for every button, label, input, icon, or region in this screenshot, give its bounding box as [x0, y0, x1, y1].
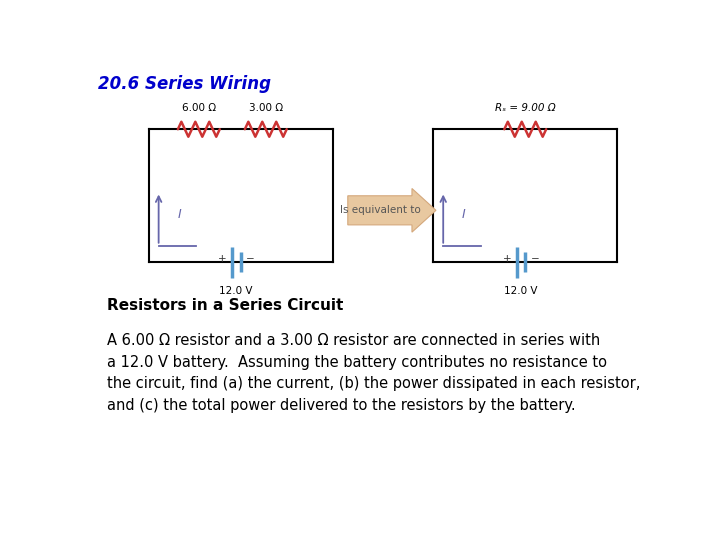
- Text: −: −: [531, 254, 539, 264]
- Text: −: −: [246, 254, 255, 264]
- Text: 3.00 Ω: 3.00 Ω: [248, 104, 283, 113]
- Text: I: I: [462, 208, 466, 221]
- Text: Resistors in a Series Circuit: Resistors in a Series Circuit: [107, 298, 343, 313]
- Text: Rₛ = 9.00 Ω: Rₛ = 9.00 Ω: [495, 104, 556, 113]
- Polygon shape: [348, 188, 436, 232]
- Text: 20.6 Series Wiring: 20.6 Series Wiring: [99, 75, 271, 93]
- Text: A 6.00 Ω resistor and a 3.00 Ω resistor are connected in series with
a 12.0 V ba: A 6.00 Ω resistor and a 3.00 Ω resistor …: [107, 333, 640, 413]
- Text: I: I: [177, 208, 181, 221]
- Text: 12.0 V: 12.0 V: [220, 286, 253, 296]
- Text: +: +: [218, 254, 227, 264]
- Text: +: +: [503, 254, 511, 264]
- Text: 6.00 Ω: 6.00 Ω: [181, 104, 216, 113]
- Text: Is equivalent to: Is equivalent to: [340, 205, 420, 215]
- Text: 12.0 V: 12.0 V: [504, 286, 538, 296]
